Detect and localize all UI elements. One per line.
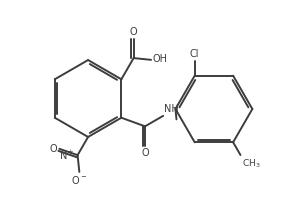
Text: O: O xyxy=(50,144,57,154)
Text: Cl: Cl xyxy=(190,49,199,59)
Text: O$^-$: O$^-$ xyxy=(71,174,87,186)
Text: CH$_3$: CH$_3$ xyxy=(242,157,260,170)
Text: O: O xyxy=(129,27,137,37)
Text: N$^+$: N$^+$ xyxy=(59,149,75,162)
Text: OH: OH xyxy=(152,54,168,64)
Text: O: O xyxy=(142,148,149,158)
Text: NH: NH xyxy=(164,104,179,114)
